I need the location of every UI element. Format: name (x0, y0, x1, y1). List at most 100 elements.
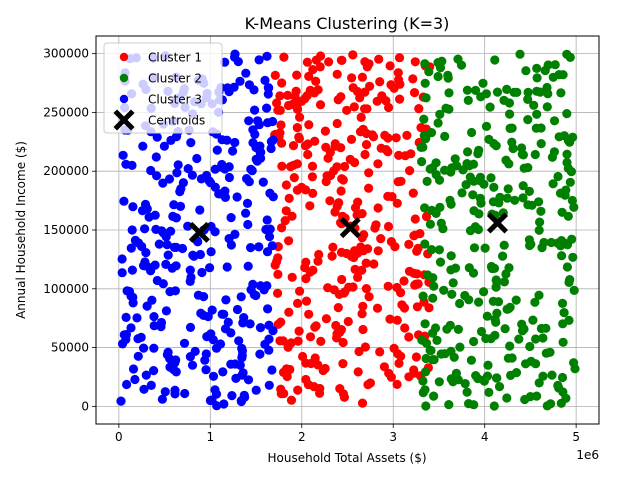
cluster-3-point (117, 254, 127, 264)
cluster-1-point (284, 193, 294, 203)
cluster-3-point (223, 317, 233, 327)
cluster-2-point (433, 58, 443, 68)
cluster-3-point (157, 394, 167, 404)
cluster-1-point (364, 59, 374, 69)
cluster-2-point (483, 360, 493, 370)
cluster-3-point (221, 295, 231, 305)
cluster-2-point (476, 326, 487, 337)
cluster-2-point (547, 370, 557, 380)
cluster-2-point (558, 70, 568, 80)
cluster-1-point (278, 336, 288, 346)
cluster-1-point (294, 326, 304, 336)
cluster-1-point (286, 338, 296, 348)
cluster-3-point (165, 287, 175, 297)
cluster-3-point (230, 137, 240, 148)
cluster-3-point (226, 240, 236, 250)
cluster-1-point (389, 343, 399, 353)
cluster-3-point (264, 345, 274, 355)
cluster-1-point (353, 367, 363, 377)
cluster-1-point (287, 272, 297, 282)
cluster-1-point (334, 198, 344, 208)
cluster-1-point (357, 209, 367, 219)
cluster-2-point (457, 188, 467, 198)
cluster-2-point (418, 376, 428, 386)
cluster-3-point (152, 171, 162, 181)
cluster-1-point (320, 126, 330, 136)
cluster-3-point (187, 170, 197, 180)
cluster-1-point (361, 258, 371, 268)
cluster-1-point (375, 347, 385, 357)
cluster-3-point (196, 308, 206, 318)
cluster-3-point (246, 164, 256, 174)
cluster-1-point (276, 120, 286, 130)
cluster-1-point (357, 72, 367, 82)
cluster-1-point (336, 92, 346, 102)
cluster-2-point (523, 87, 533, 97)
cluster-2-point (495, 192, 505, 202)
cluster-1-point (365, 378, 375, 388)
cluster-1-point (284, 236, 294, 246)
cluster-2-point (530, 149, 540, 160)
cluster-1-point (353, 197, 363, 207)
cluster-2-point (429, 281, 439, 291)
cluster-3-point (226, 328, 236, 338)
cluster-1-point (375, 77, 385, 87)
cluster-1-point (413, 243, 423, 253)
cluster-1-point (293, 298, 303, 308)
cluster-2-point (464, 295, 474, 305)
cluster-3-point (266, 143, 276, 154)
cluster-1-point (273, 319, 283, 329)
cluster-1-point (358, 301, 368, 311)
cluster-1-point (385, 61, 395, 71)
cluster-2-point (530, 297, 540, 307)
cluster-3-point (127, 160, 137, 170)
cluster-1-point (315, 62, 325, 72)
cluster-2-point (420, 319, 430, 329)
cluster-3-point (206, 329, 216, 339)
cluster-1-point (343, 316, 353, 327)
cluster-1-point (298, 351, 308, 362)
cluster-1-point (414, 104, 424, 114)
cluster-1-point (359, 230, 369, 240)
cluster-3-point (149, 321, 159, 331)
cluster-3-point (175, 201, 186, 211)
cluster-3-point (216, 189, 226, 199)
cluster-3-point (215, 339, 226, 349)
legend-label: Centroids (148, 114, 205, 128)
cluster-1-point (355, 93, 365, 103)
cluster-1-point (293, 385, 303, 395)
cluster-3-point (149, 366, 159, 376)
cluster-3-point (241, 68, 251, 78)
cluster-2-point (470, 222, 480, 232)
cluster-3-point (192, 153, 202, 164)
cluster-2-point (508, 143, 518, 154)
cluster-2-point (438, 224, 448, 234)
cluster-1-point (293, 336, 303, 346)
cluster-2-point (440, 131, 450, 141)
cluster-3-point (130, 374, 140, 385)
cluster-3-point (171, 242, 181, 252)
cluster-3-point (185, 352, 195, 362)
x-axis-offset-label: 1e6 (576, 448, 599, 462)
cluster-2-point (517, 149, 527, 159)
cluster-1-point (315, 388, 325, 398)
cluster-1-point (325, 196, 335, 206)
cluster-2-point (512, 87, 522, 97)
cluster-1-point (399, 276, 409, 286)
cluster-2-point (538, 371, 548, 381)
cluster-2-point (506, 370, 516, 380)
cluster-3-point (244, 177, 254, 187)
cluster-1-point (328, 242, 338, 252)
cluster-3-point (171, 132, 182, 142)
cluster-2-point (425, 345, 435, 355)
cluster-1-point (281, 180, 291, 190)
cluster-2-point (524, 186, 535, 196)
cluster-2-point (565, 137, 575, 147)
cluster-2-point (474, 297, 484, 307)
x-tick-label: 5 (572, 430, 580, 444)
cluster-2-point (515, 49, 525, 59)
cluster-3-point (263, 118, 273, 128)
cluster-2-point (521, 66, 531, 76)
cluster-3-point (204, 176, 214, 186)
cluster-3-point (207, 395, 217, 405)
